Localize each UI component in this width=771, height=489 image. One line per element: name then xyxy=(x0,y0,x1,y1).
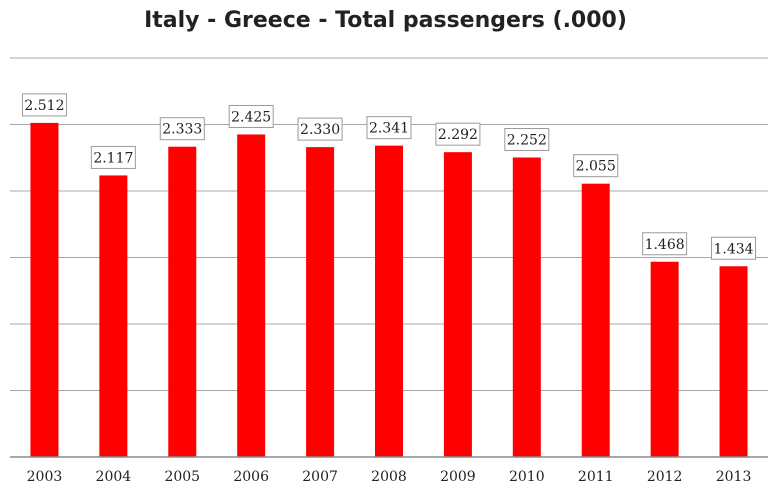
data-label-box xyxy=(711,236,757,260)
data-label-box xyxy=(21,93,67,117)
x-tick-label-2011: 2011 xyxy=(578,469,614,485)
data-label-2011: 2.055 xyxy=(576,159,616,175)
x-tick-label-2005: 2005 xyxy=(164,469,200,485)
data-label-2010: 2.252 xyxy=(507,132,547,148)
bar-2011 xyxy=(581,183,610,457)
data-labels: 2.512 2.117 2.333 2.425 2.330 2.341 2.292 2.252… xyxy=(21,93,757,260)
data-label-box xyxy=(573,154,619,178)
x-tick-label-2006: 2006 xyxy=(233,469,269,485)
x-tick-label-2003: 2003 xyxy=(27,469,63,485)
bar-2004 xyxy=(99,175,128,457)
data-label-box xyxy=(228,104,274,128)
data-label-box xyxy=(642,232,688,256)
x-tick-label-2004: 2004 xyxy=(96,469,132,485)
data-label-box xyxy=(297,117,343,141)
data-label-2003: 2.512 xyxy=(24,98,64,114)
data-label-2009: 2.292 xyxy=(438,127,478,143)
bar-2007 xyxy=(306,147,335,458)
bar-2008 xyxy=(375,145,403,457)
bar-2009 xyxy=(443,152,472,457)
bar-2003 xyxy=(30,122,59,458)
data-label-2013: 1.434 xyxy=(713,241,753,257)
bars xyxy=(30,122,748,458)
data-label-2004: 2.117 xyxy=(93,150,133,166)
bar-2013 xyxy=(719,266,748,457)
x-tick-label-2009: 2009 xyxy=(440,469,476,485)
bar-2012 xyxy=(650,261,679,457)
bar-2005 xyxy=(168,146,197,457)
data-label-box xyxy=(366,116,412,140)
bar-2010 xyxy=(512,157,541,457)
data-label-2008: 2.341 xyxy=(369,121,409,137)
x-tick-label-2012: 2012 xyxy=(647,469,683,485)
x-tick-labels: 2003 2004 2005 2006 2007 2008 2009 2010 2011 2012… xyxy=(27,469,752,485)
data-label-box xyxy=(504,127,550,151)
data-label-2005: 2.333 xyxy=(162,122,202,138)
data-label-2012: 1.468 xyxy=(645,237,685,253)
data-label-2006: 2.425 xyxy=(231,109,271,125)
data-label-box xyxy=(159,117,205,141)
x-tick-label-2010: 2010 xyxy=(509,469,545,485)
x-tick-label-2007: 2007 xyxy=(302,469,338,485)
chart-title: Italy - Greece - Total passengers (.000) xyxy=(144,8,627,33)
data-label-box xyxy=(90,145,136,169)
data-label-2007: 2.330 xyxy=(300,122,340,138)
x-tick-label-2013: 2013 xyxy=(716,469,752,485)
data-label-box xyxy=(435,122,481,146)
x-tick-label-2008: 2008 xyxy=(371,469,407,485)
bar-2006 xyxy=(237,134,266,457)
